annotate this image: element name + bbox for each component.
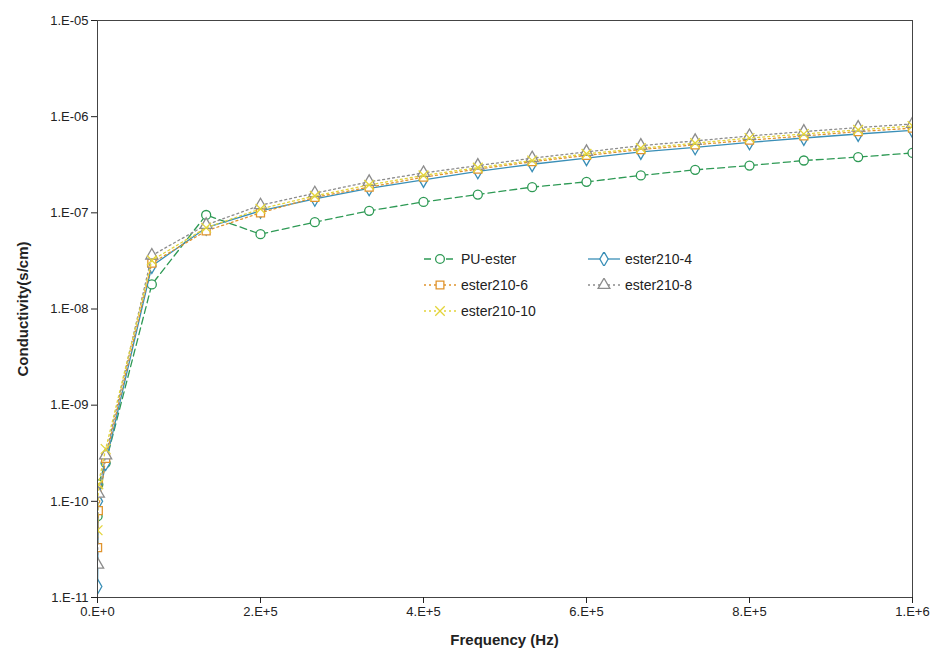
html-text:ester210-6: ester210-6 bbox=[461, 276, 528, 293]
svg-text:1.E-09: 1.E-09 bbox=[50, 397, 88, 412]
svg-text:1.E-11: 1.E-11 bbox=[51, 590, 88, 605]
svg-text:2.E+5: 2.E+5 bbox=[243, 604, 277, 619]
html-text:PU-ester: PU-ester bbox=[461, 250, 517, 267]
svg-text:1.E+6: 1.E+6 bbox=[895, 604, 929, 619]
svg-text:6.E+5: 6.E+5 bbox=[569, 604, 603, 619]
svg-text:1.E-05: 1.E-05 bbox=[50, 13, 88, 28]
svg-text:1.E-06: 1.E-06 bbox=[50, 109, 88, 124]
svg-text:4.E+5: 4.E+5 bbox=[406, 604, 440, 619]
svg-text:0.E+0: 0.E+0 bbox=[80, 604, 114, 619]
html-text:ester210-4: ester210-4 bbox=[625, 250, 692, 267]
svg-text:8.E+5: 8.E+5 bbox=[732, 604, 766, 619]
html-text:ester210-10: ester210-10 bbox=[461, 302, 536, 319]
svg-text:1.E-07: 1.E-07 bbox=[50, 205, 88, 220]
html-text:Frequency (Hz): Frequency (Hz) bbox=[450, 631, 559, 648]
svg-text:1.E-08: 1.E-08 bbox=[50, 301, 88, 316]
html-text:ester210-8: ester210-8 bbox=[625, 276, 692, 293]
html-text:Conductivity(s/cm): Conductivity(s/cm) bbox=[13, 241, 31, 376]
svg-text:1.E-10: 1.E-10 bbox=[50, 493, 88, 508]
